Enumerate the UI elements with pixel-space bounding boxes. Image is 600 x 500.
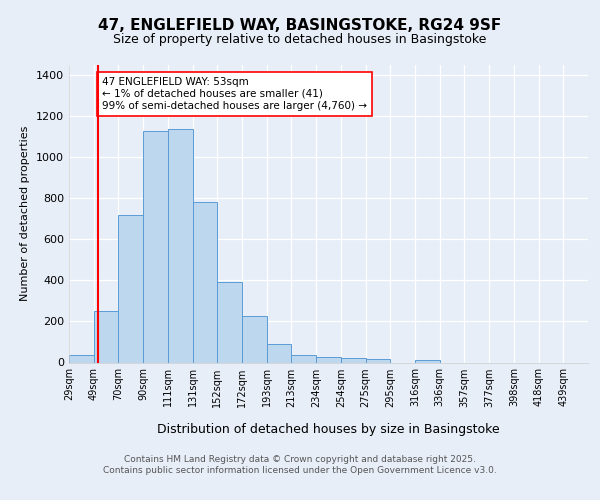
Bar	[143, 130, 168, 362]
Text: 47 ENGLEFIELD WAY: 53sqm
← 1% of detached houses are smaller (41)
99% of semi-de: 47 ENGLEFIELD WAY: 53sqm ← 1% of detache…	[102, 78, 367, 110]
Bar	[267, 344, 292, 362]
Bar	[118, 215, 143, 362]
Text: Size of property relative to detached houses in Basingstoke: Size of property relative to detached ho…	[113, 32, 487, 46]
Y-axis label: Number of detached properties: Number of detached properties	[20, 126, 31, 302]
Bar	[94, 311, 118, 362]
Bar	[193, 202, 217, 362]
Text: Contains public sector information licensed under the Open Government Licence v3: Contains public sector information licen…	[103, 466, 497, 475]
Text: 47, ENGLEFIELD WAY, BASINGSTOKE, RG24 9SF: 47, ENGLEFIELD WAY, BASINGSTOKE, RG24 9S…	[98, 18, 502, 32]
Bar	[365, 360, 390, 362]
Bar	[415, 360, 440, 362]
Bar	[69, 356, 94, 362]
Bar	[217, 282, 242, 362]
Text: Distribution of detached houses by size in Basingstoke: Distribution of detached houses by size …	[157, 422, 500, 436]
Bar	[316, 358, 341, 362]
Text: Contains HM Land Registry data © Crown copyright and database right 2025.: Contains HM Land Registry data © Crown c…	[124, 455, 476, 464]
Bar	[341, 358, 365, 362]
Bar	[292, 354, 316, 362]
Bar	[242, 316, 267, 362]
Bar	[168, 128, 193, 362]
